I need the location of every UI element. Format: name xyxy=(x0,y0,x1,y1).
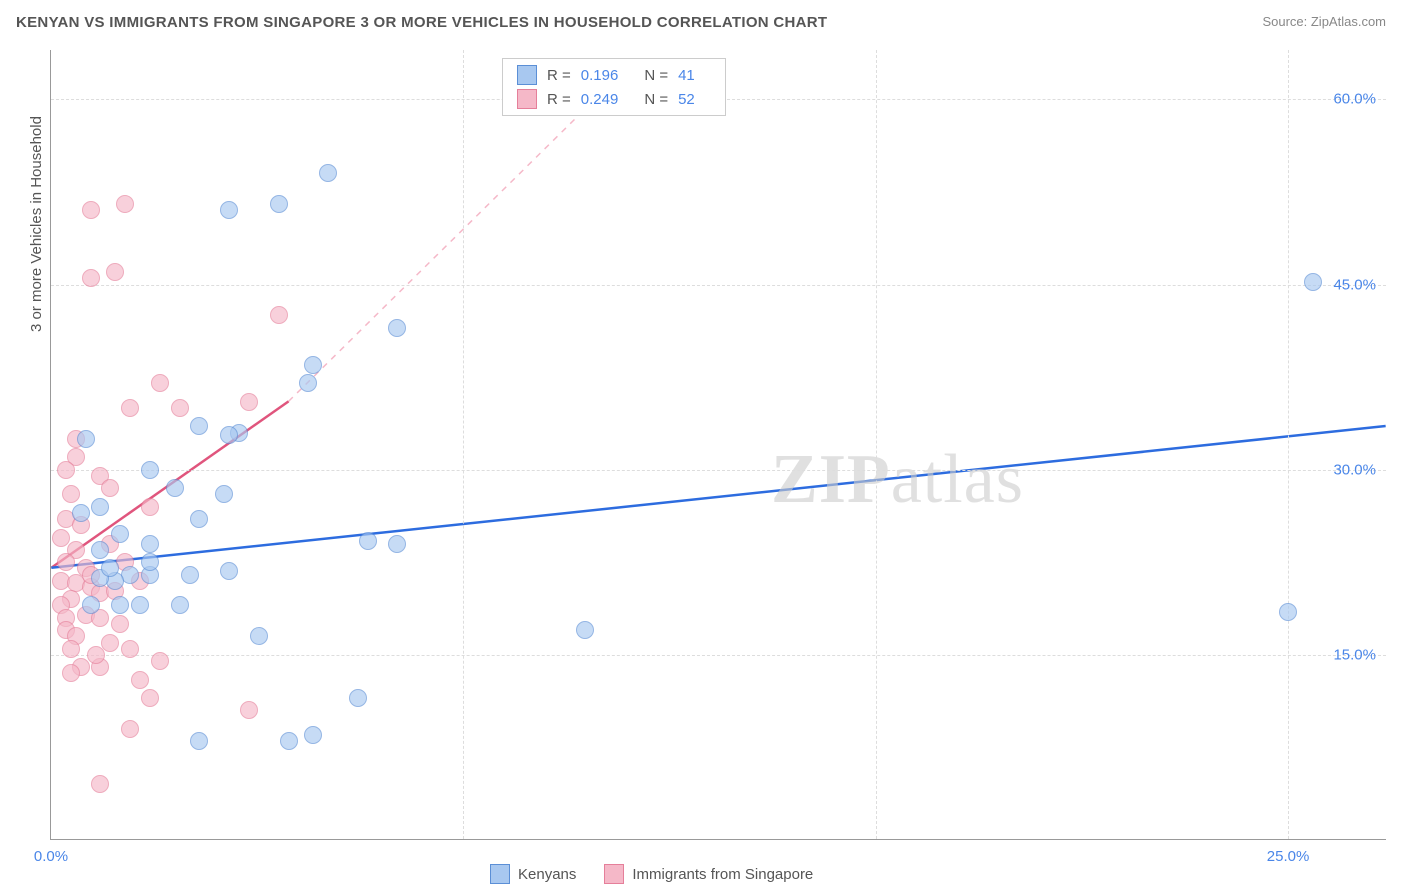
dot-series-b xyxy=(151,374,169,392)
dot-series-a xyxy=(190,417,208,435)
dot-series-b xyxy=(82,269,100,287)
dot-series-b xyxy=(101,479,119,497)
dot-series-a xyxy=(299,374,317,392)
gridline-h xyxy=(51,655,1386,656)
x-tick-label: 0.0% xyxy=(34,848,68,865)
dot-series-a xyxy=(131,596,149,614)
dot-series-a xyxy=(141,553,159,571)
dot-series-a xyxy=(304,356,322,374)
dot-series-b xyxy=(240,393,258,411)
dot-series-a xyxy=(220,201,238,219)
dot-series-a xyxy=(190,732,208,750)
legend-swatch xyxy=(604,864,624,884)
dot-series-a xyxy=(91,541,109,559)
dot-series-a xyxy=(280,732,298,750)
dot-series-b xyxy=(171,399,189,417)
dot-series-a xyxy=(141,535,159,553)
correlation-chart: KENYAN VS IMMIGRANTS FROM SINGAPORE 3 OR… xyxy=(0,0,1406,892)
dot-series-a xyxy=(304,726,322,744)
dot-series-b xyxy=(101,634,119,652)
y-tick-label: 60.0% xyxy=(1333,91,1376,108)
dot-series-a xyxy=(181,566,199,584)
gridline-h xyxy=(51,285,1386,286)
dot-series-a xyxy=(220,562,238,580)
dot-series-b xyxy=(91,775,109,793)
x-tick-label: 25.0% xyxy=(1267,848,1310,865)
legend-correlation: R =0.196N =41R =0.249N =52 xyxy=(502,58,726,116)
dot-series-a xyxy=(388,535,406,553)
dot-series-a xyxy=(1279,603,1297,621)
dot-series-b xyxy=(151,652,169,670)
dot-series-a xyxy=(388,319,406,337)
trend-lines-layer xyxy=(51,50,1386,839)
dot-series-b xyxy=(62,664,80,682)
dot-series-a xyxy=(141,461,159,479)
legend-series-label: Immigrants from Singapore xyxy=(632,866,813,883)
dot-series-a xyxy=(215,485,233,503)
legend-swatch xyxy=(517,89,537,109)
legend-swatch xyxy=(517,65,537,85)
legend-series-item: Immigrants from Singapore xyxy=(604,864,813,884)
dot-series-b xyxy=(141,689,159,707)
dot-series-a xyxy=(91,498,109,516)
gridline-v xyxy=(876,50,877,839)
dot-series-b xyxy=(57,553,75,571)
dot-series-a xyxy=(270,195,288,213)
plot-area: ZIPatlas 15.0%30.0%45.0%60.0%0.0%25.0% xyxy=(50,50,1386,840)
dot-series-b xyxy=(121,640,139,658)
chart-title: KENYAN VS IMMIGRANTS FROM SINGAPORE 3 OR… xyxy=(16,14,827,31)
dot-series-b xyxy=(106,263,124,281)
dot-series-a xyxy=(171,596,189,614)
gridline-h xyxy=(51,470,1386,471)
dot-series-a xyxy=(111,525,129,543)
dot-series-b xyxy=(57,461,75,479)
y-axis-label: 3 or more Vehicles in Household xyxy=(28,116,45,332)
legend-correlation-row: R =0.196N =41 xyxy=(503,63,725,87)
dot-series-b xyxy=(270,306,288,324)
watermark: ZIPatlas xyxy=(771,440,1024,520)
dot-series-b xyxy=(87,646,105,664)
source-label: Source: ZipAtlas.com xyxy=(1262,14,1386,29)
dot-series-b xyxy=(82,201,100,219)
dot-series-a xyxy=(220,426,238,444)
y-tick-label: 30.0% xyxy=(1333,461,1376,478)
dot-series-a xyxy=(77,430,95,448)
y-tick-label: 15.0% xyxy=(1333,646,1376,663)
dot-series-a xyxy=(72,504,90,522)
dot-series-a xyxy=(101,559,119,577)
legend-series: Kenyans Immigrants from Singapore xyxy=(490,864,813,884)
dot-series-a xyxy=(111,596,129,614)
dot-series-a xyxy=(250,627,268,645)
gridline-v xyxy=(1288,50,1289,839)
dot-series-a xyxy=(82,596,100,614)
dot-series-b xyxy=(131,671,149,689)
dot-series-b xyxy=(121,399,139,417)
dot-series-a xyxy=(190,510,208,528)
dot-series-a xyxy=(349,689,367,707)
dot-series-a xyxy=(576,621,594,639)
dot-series-a xyxy=(1304,273,1322,291)
dot-series-b xyxy=(62,485,80,503)
legend-correlation-row: R =0.249N =52 xyxy=(503,87,725,111)
dot-series-a xyxy=(319,164,337,182)
dot-series-b xyxy=(62,640,80,658)
dot-series-a xyxy=(166,479,184,497)
dot-series-b xyxy=(121,720,139,738)
y-tick-label: 45.0% xyxy=(1333,276,1376,293)
dot-series-b xyxy=(52,529,70,547)
dot-series-b xyxy=(116,195,134,213)
legend-series-label: Kenyans xyxy=(518,866,576,883)
dot-series-b xyxy=(111,615,129,633)
legend-swatch xyxy=(490,864,510,884)
dot-series-b xyxy=(240,701,258,719)
gridline-v xyxy=(463,50,464,839)
legend-series-item: Kenyans xyxy=(490,864,576,884)
dot-series-b xyxy=(141,498,159,516)
dot-series-a xyxy=(359,532,377,550)
